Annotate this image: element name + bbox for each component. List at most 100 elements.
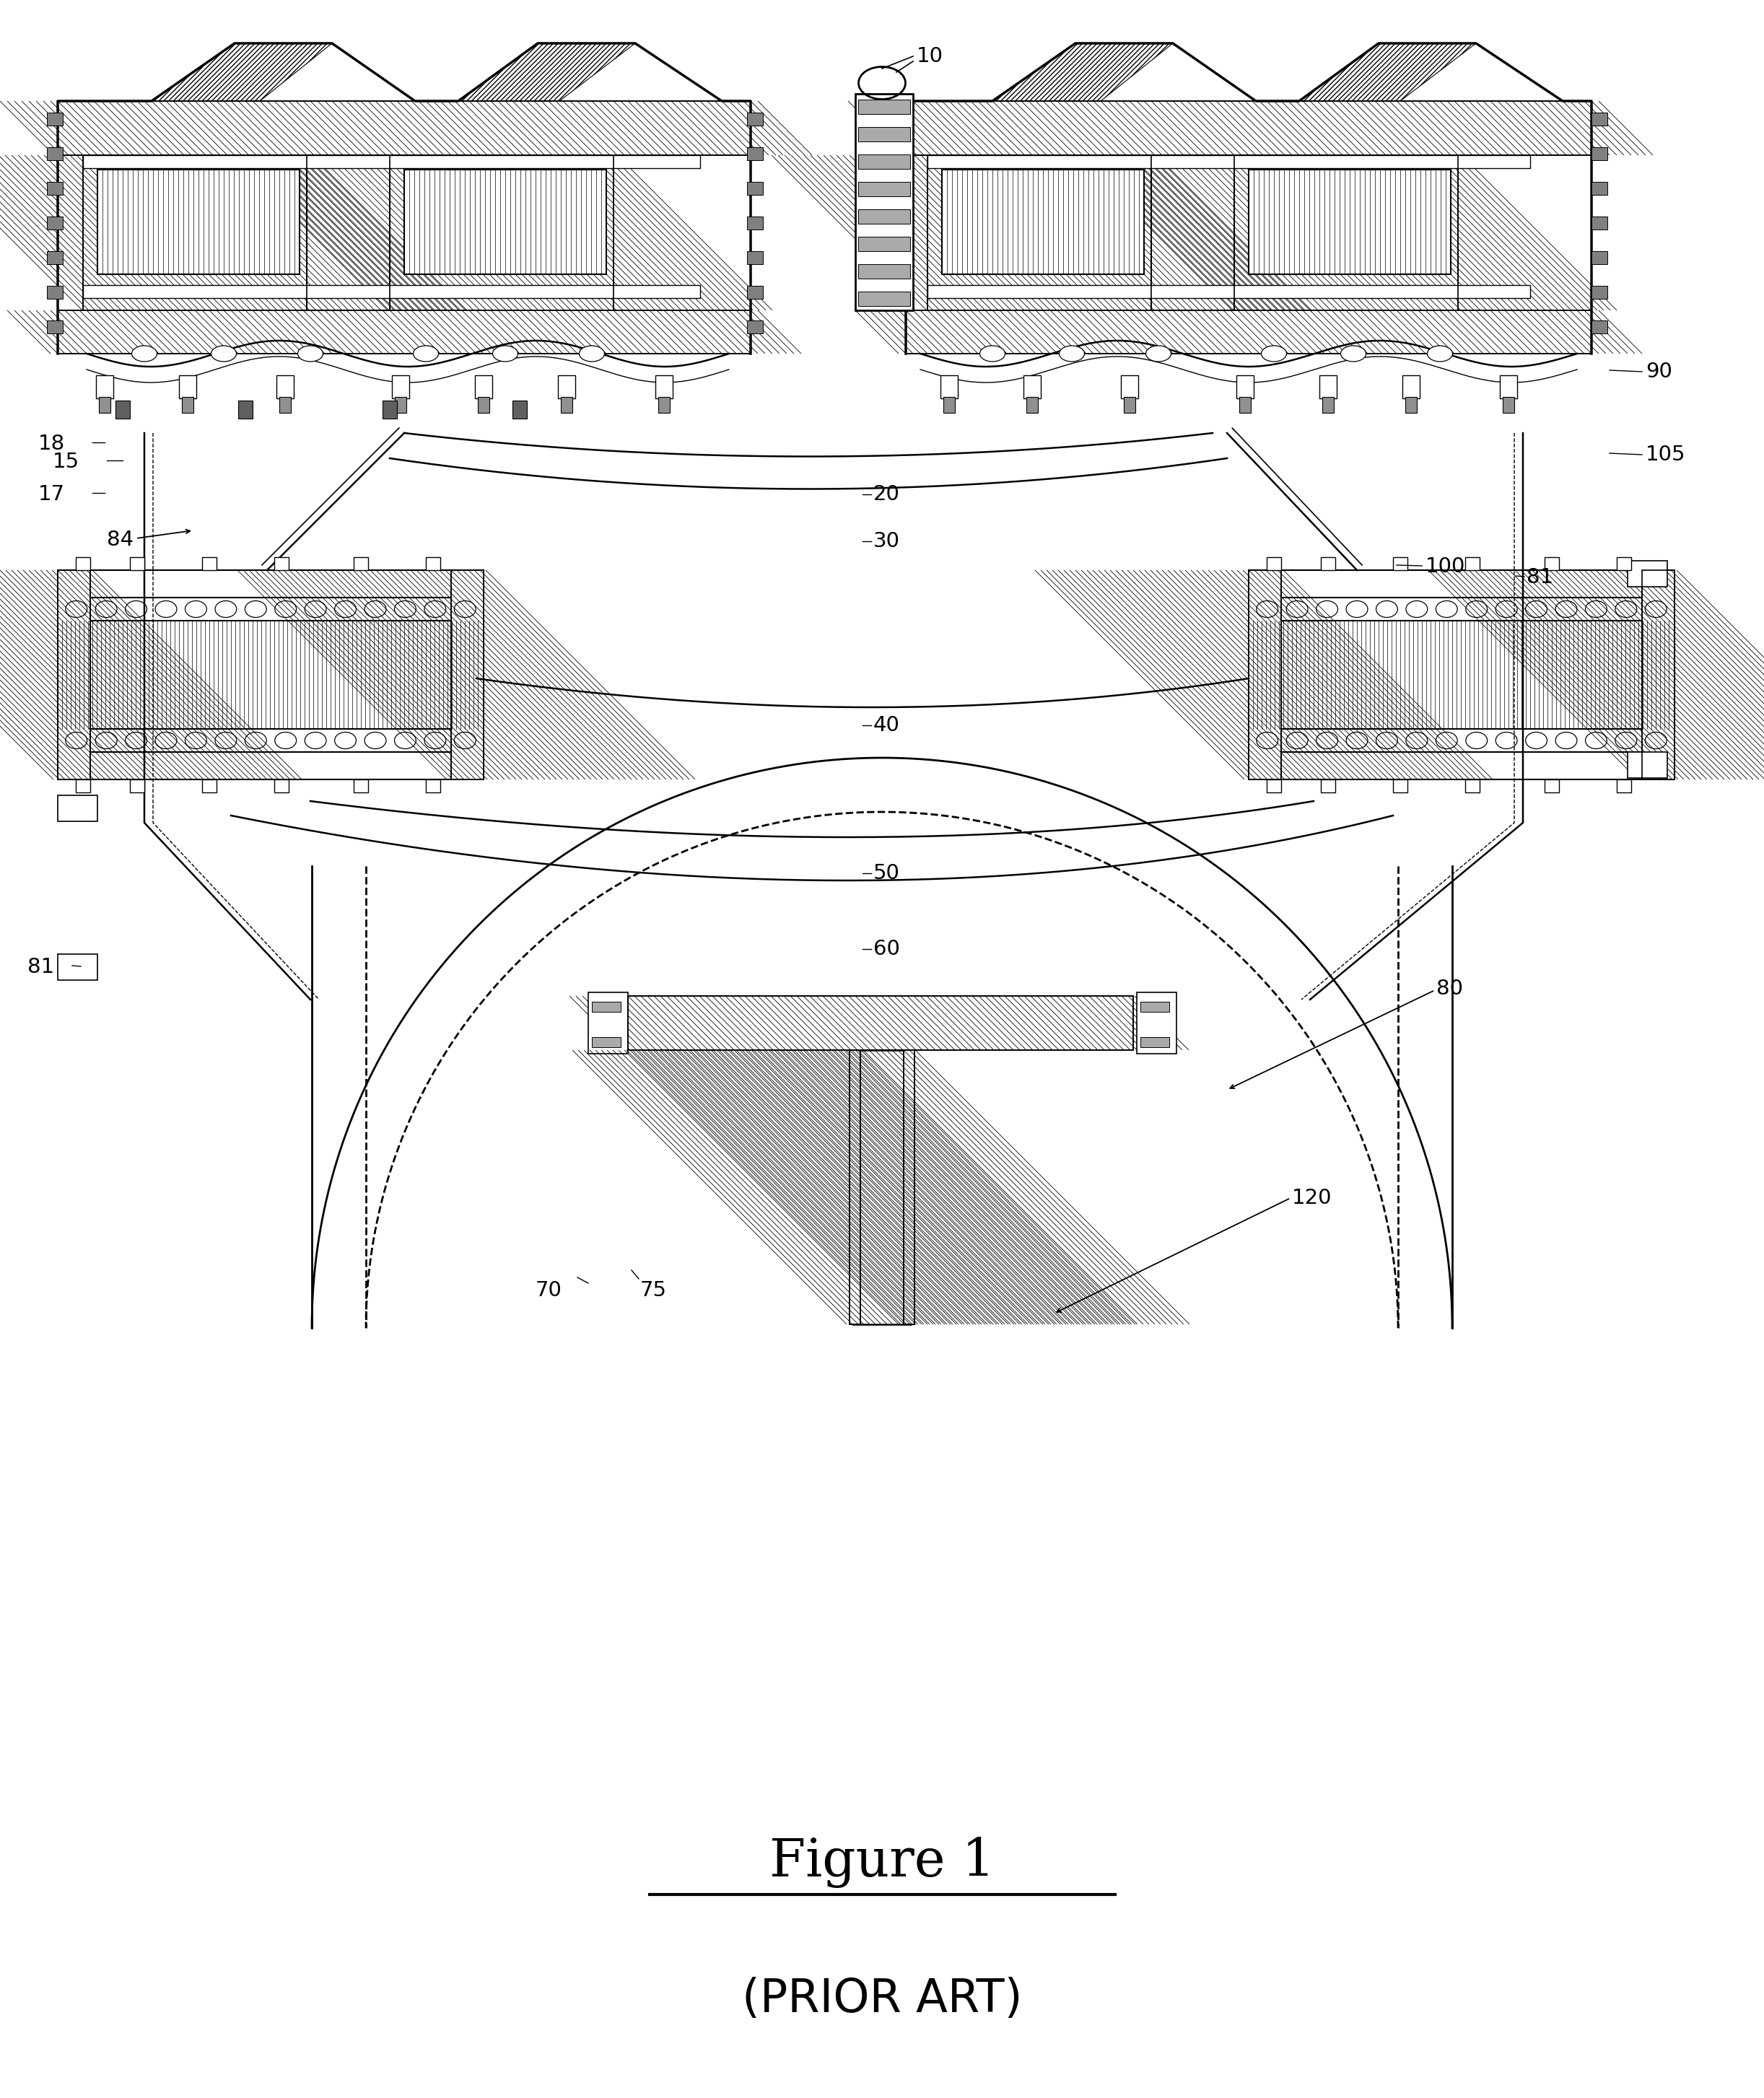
Bar	[58, 621, 483, 728]
Bar	[131, 558, 145, 571]
Bar	[48, 216, 64, 229]
Text: 100: 100	[1425, 556, 1466, 577]
Bar	[395, 397, 406, 413]
Bar	[928, 155, 1152, 311]
Bar	[857, 210, 910, 224]
Bar	[58, 101, 751, 155]
Bar	[48, 183, 64, 195]
Bar	[857, 264, 910, 279]
Bar	[203, 780, 217, 793]
Bar	[1545, 780, 1559, 793]
Bar	[593, 1001, 621, 1011]
Bar	[1249, 571, 1281, 780]
Bar	[131, 780, 145, 793]
Text: Figure 1: Figure 1	[769, 1836, 995, 1888]
Bar	[856, 94, 914, 311]
Bar	[513, 401, 527, 420]
Bar	[1323, 397, 1334, 413]
Bar	[658, 397, 670, 413]
Bar	[1235, 155, 1459, 311]
Bar	[273, 780, 289, 793]
Bar	[1503, 397, 1514, 413]
Polygon shape	[312, 757, 1452, 1328]
Bar	[390, 155, 614, 311]
Text: 17: 17	[39, 485, 65, 504]
Polygon shape	[993, 44, 1173, 101]
Bar	[1591, 183, 1607, 195]
Bar	[1394, 780, 1408, 793]
Text: 10: 10	[917, 46, 944, 67]
Text: (PRIOR ART): (PRIOR ART)	[743, 1976, 1021, 2022]
Ellipse shape	[1058, 346, 1085, 361]
Bar	[1249, 571, 1674, 598]
Bar	[1394, 558, 1408, 571]
Bar	[58, 311, 751, 355]
Bar	[942, 170, 1145, 275]
Bar	[1628, 560, 1667, 587]
Bar	[452, 571, 483, 780]
Ellipse shape	[132, 346, 157, 361]
Bar	[1152, 155, 1235, 311]
Bar	[1628, 751, 1667, 778]
Ellipse shape	[298, 346, 323, 361]
Polygon shape	[907, 44, 1591, 355]
Polygon shape	[152, 44, 332, 101]
Bar	[425, 558, 441, 571]
Bar	[857, 99, 910, 113]
Bar	[353, 558, 369, 571]
Bar	[58, 571, 90, 780]
Bar	[76, 780, 90, 793]
Bar	[203, 558, 217, 571]
Bar	[587, 992, 628, 1053]
Bar	[850, 1051, 861, 1324]
Bar	[475, 376, 492, 399]
Bar	[746, 252, 762, 264]
Bar	[928, 155, 1529, 168]
Text: 75: 75	[640, 1280, 667, 1301]
Text: 15: 15	[53, 451, 79, 472]
Bar	[83, 285, 700, 298]
Text: 40: 40	[873, 715, 900, 736]
Bar	[746, 147, 762, 159]
Ellipse shape	[413, 346, 439, 361]
Bar	[178, 376, 196, 399]
Ellipse shape	[979, 346, 1005, 361]
Polygon shape	[459, 44, 635, 101]
Polygon shape	[58, 44, 751, 355]
Bar	[1249, 621, 1674, 728]
Bar	[383, 401, 397, 420]
Bar	[48, 147, 64, 159]
Bar	[940, 376, 958, 399]
Bar	[1319, 376, 1337, 399]
Bar	[1267, 558, 1281, 571]
Bar	[1321, 780, 1335, 793]
Bar	[561, 397, 572, 413]
Bar	[1591, 321, 1607, 334]
Ellipse shape	[1261, 346, 1286, 361]
Bar	[746, 183, 762, 195]
Bar	[907, 101, 1591, 155]
Bar	[390, 155, 614, 311]
Bar	[628, 997, 1132, 1051]
Bar	[903, 1051, 914, 1324]
Bar	[1321, 558, 1335, 571]
Bar	[392, 376, 409, 399]
Ellipse shape	[492, 346, 519, 361]
Ellipse shape	[212, 346, 236, 361]
Bar	[746, 216, 762, 229]
Bar	[99, 397, 111, 413]
Bar	[593, 1036, 621, 1047]
Bar	[907, 311, 1591, 355]
Bar	[857, 128, 910, 141]
Bar	[746, 321, 762, 334]
Bar	[83, 155, 700, 168]
Bar	[279, 397, 291, 413]
Text: 90: 90	[1646, 361, 1672, 382]
Bar	[58, 311, 751, 355]
Bar	[1249, 571, 1281, 780]
Bar	[907, 311, 1591, 355]
Bar	[1406, 397, 1416, 413]
Text: 30: 30	[873, 531, 900, 552]
Bar	[1642, 571, 1674, 780]
Polygon shape	[152, 44, 332, 101]
